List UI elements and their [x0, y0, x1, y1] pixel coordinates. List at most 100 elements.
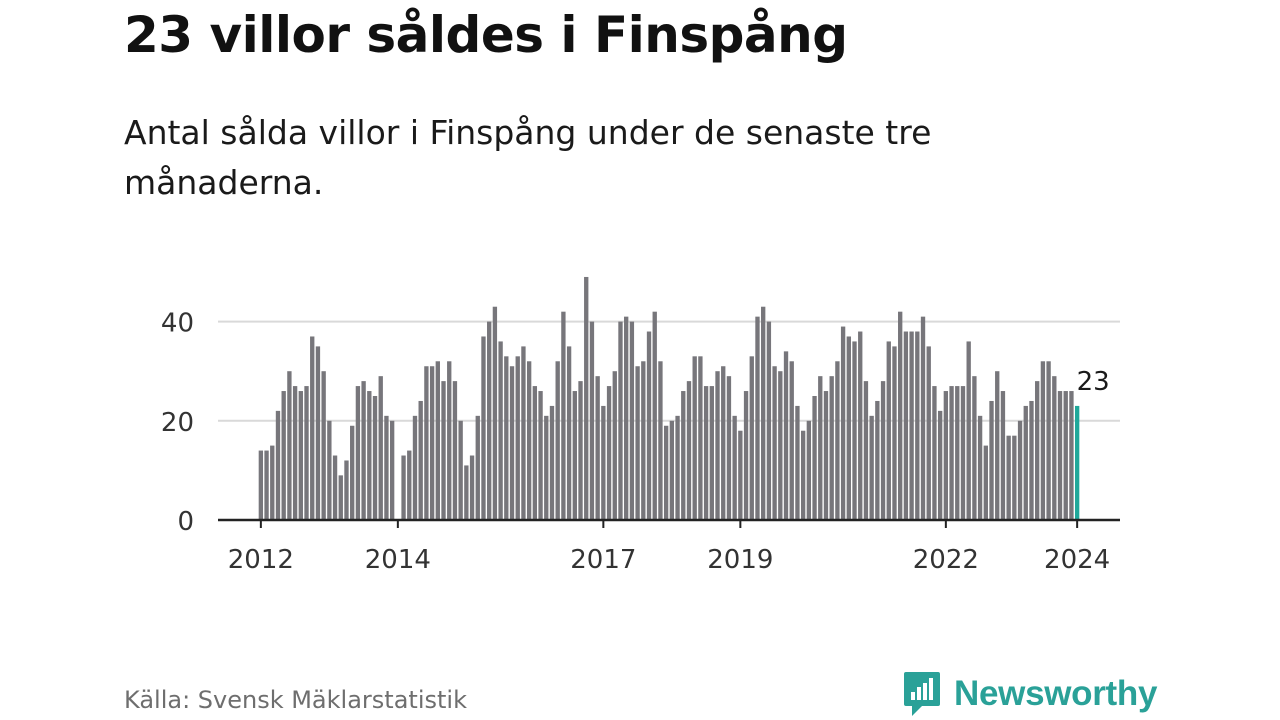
- bar: [561, 311, 566, 520]
- bar: [789, 361, 794, 520]
- bar: [332, 455, 338, 520]
- gridlines: [218, 320, 1120, 422]
- bar: [566, 346, 572, 520]
- bar: [698, 356, 703, 520]
- bar: [1017, 420, 1023, 520]
- bar: [618, 321, 623, 520]
- bar: [258, 450, 264, 520]
- bar: [441, 381, 446, 520]
- bar: [435, 361, 440, 520]
- y-tick-label: 0: [177, 507, 194, 537]
- bar: [1035, 381, 1040, 520]
- bar: [715, 371, 720, 520]
- bar: [795, 405, 800, 520]
- bar: [270, 445, 275, 520]
- bar: [350, 425, 355, 520]
- bar: [886, 341, 891, 520]
- bar: [783, 351, 789, 520]
- x-tick-label: 2012: [228, 545, 294, 575]
- bar: [378, 376, 383, 520]
- bar: [1023, 405, 1028, 520]
- labels: 0 20 40 2012 2014 2017 2019 2022 2024 23: [161, 309, 1110, 575]
- bar: [315, 346, 321, 520]
- bar: [869, 415, 874, 520]
- bar: [572, 391, 577, 520]
- bar: [321, 371, 326, 520]
- bar: [401, 455, 406, 520]
- bar: [384, 415, 389, 520]
- bar: [806, 420, 812, 520]
- bar: [367, 391, 372, 520]
- bar: [960, 386, 966, 520]
- highlight-value-label: 23: [1077, 367, 1110, 397]
- bar: [298, 391, 303, 520]
- bar: [601, 405, 606, 520]
- bar: [875, 400, 880, 520]
- bar: [863, 381, 869, 520]
- bar: [555, 361, 560, 520]
- bar: [389, 420, 395, 520]
- bar: [407, 450, 412, 520]
- bar: [800, 430, 806, 520]
- bar: [526, 361, 532, 520]
- bar: [932, 386, 937, 520]
- bar: [920, 316, 926, 520]
- bar: [1006, 435, 1011, 520]
- bar: [663, 425, 669, 520]
- bar: [361, 381, 366, 520]
- bar: [589, 321, 595, 520]
- bar: [686, 381, 692, 520]
- bar: [481, 336, 486, 520]
- bar: [840, 326, 846, 520]
- bar: [755, 316, 760, 520]
- bar: [504, 356, 509, 520]
- bar: [983, 445, 988, 520]
- x-tick-label: 2017: [570, 545, 636, 575]
- bar: [595, 376, 600, 520]
- bar: [498, 341, 503, 520]
- bar: [447, 361, 452, 520]
- bar: [726, 376, 732, 520]
- bar: [915, 331, 920, 520]
- bar: [812, 396, 817, 520]
- bar: [692, 356, 697, 520]
- bar: [538, 391, 543, 520]
- bar: [1029, 400, 1034, 520]
- bar: [846, 336, 851, 520]
- bar: [532, 386, 538, 520]
- bar: [658, 361, 663, 520]
- bar: [509, 366, 515, 520]
- bar: [949, 386, 954, 520]
- bar: [898, 311, 903, 520]
- axes: [218, 518, 1120, 528]
- x-tick-label: 2024: [1044, 545, 1110, 575]
- bar: [641, 361, 646, 520]
- bar: [977, 415, 983, 520]
- bar: [1000, 391, 1006, 520]
- bar: [818, 376, 823, 520]
- bar: [452, 381, 458, 520]
- bar: [880, 381, 886, 520]
- bar: [1040, 361, 1046, 520]
- source-note: Källa: Svensk Mäklarstatistik: [124, 686, 467, 714]
- bar: [681, 391, 686, 520]
- bar: [732, 415, 737, 520]
- bar: [264, 450, 269, 520]
- bar: [761, 306, 766, 520]
- bar: [412, 415, 418, 520]
- bar: [475, 415, 480, 520]
- bar: [292, 386, 298, 520]
- bar: [721, 366, 726, 520]
- bar: [709, 386, 714, 520]
- bar: [487, 321, 492, 520]
- bar: [578, 381, 583, 520]
- bar: [327, 420, 332, 520]
- bar: [1046, 361, 1051, 520]
- bar: [652, 311, 657, 520]
- brand-name: Newsworthy: [954, 674, 1158, 713]
- bar: [344, 460, 349, 520]
- bar: [937, 410, 943, 520]
- bar: [966, 341, 971, 520]
- bar: [892, 346, 897, 520]
- bar: [989, 400, 994, 520]
